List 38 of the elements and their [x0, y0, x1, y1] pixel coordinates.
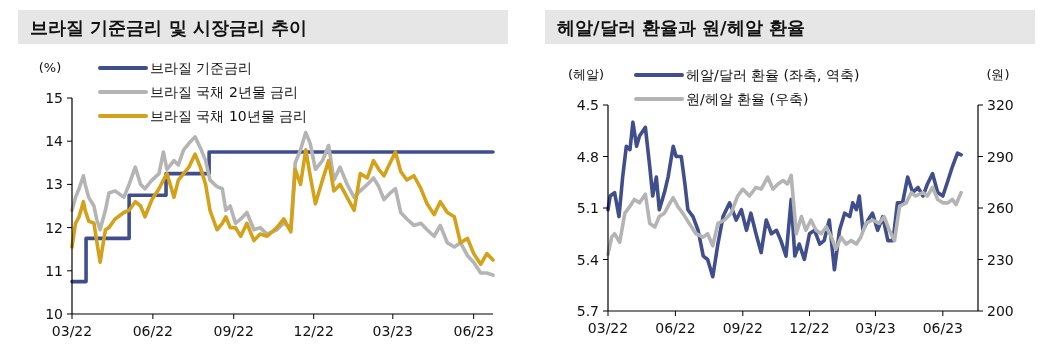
y-axis-title: (%)	[38, 60, 62, 75]
legend-label: 원/헤알 환율 (우축)	[686, 91, 809, 107]
x-tick-label: 06/22	[655, 320, 696, 336]
x-tick-label: 09/22	[722, 320, 763, 336]
y-axis-title: (헤알)	[567, 67, 605, 82]
y-tick-label: 15	[45, 90, 63, 106]
y-tick-label: 5.4	[576, 251, 600, 268]
y-tick-label: 11	[45, 262, 63, 279]
x-tick-label: 12/22	[293, 323, 334, 339]
y2-tick-label: 200	[987, 303, 1014, 319]
x-tick-label: 03/23	[855, 320, 896, 336]
y-tick-label: 4.8	[576, 148, 599, 165]
y-tick-label: 5.1	[576, 200, 599, 216]
y-tick-label: 4.5	[576, 97, 599, 113]
legend-label: 브라질 국채 10년물 금리	[150, 108, 308, 124]
x-tick-label: 03/22	[587, 320, 629, 336]
x-tick-label: 03/22	[51, 323, 93, 339]
y2-tick-label: 290	[987, 148, 1014, 165]
y2-tick-label: 230	[987, 251, 1014, 268]
y-tick-label: 14	[45, 133, 64, 150]
y2-tick-label: 260	[987, 200, 1014, 216]
y2-tick-label: 320	[987, 97, 1014, 113]
x-tick-label: 03/23	[372, 323, 413, 339]
y-tick-label: 13	[45, 176, 63, 193]
y-tick-label: 12	[45, 219, 63, 236]
y-tick-label: 5.7	[576, 303, 599, 319]
y-tick-label: 10	[45, 306, 63, 322]
x-tick-label: 06/22	[132, 323, 174, 339]
chart-title: 브라질 기준금리 및 시장금리 추이	[30, 17, 308, 38]
legend-label: 브라질 국채 2년물 금리	[150, 84, 299, 100]
legend-label: 브라질 기준금리	[150, 60, 253, 76]
x-tick-label: 06/23	[453, 323, 494, 339]
x-tick-label: 09/22	[213, 323, 254, 339]
legend-label: 헤알/달러 환율 (좌축, 역축)	[686, 67, 860, 83]
x-tick-label: 06/23	[922, 320, 964, 336]
chart-title: 헤알/달러 환율과 원/헤알 환율	[557, 17, 805, 38]
y2-axis-title: (원)	[986, 67, 1010, 82]
x-tick-label: 12/22	[789, 320, 830, 336]
